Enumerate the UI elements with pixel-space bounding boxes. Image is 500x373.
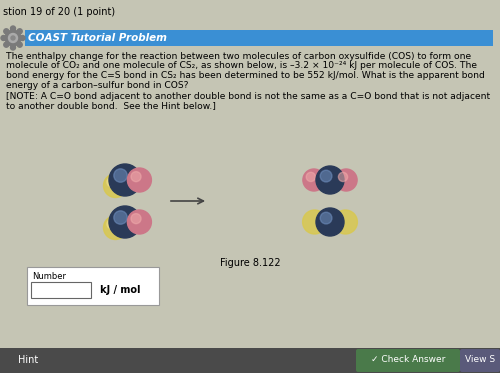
Text: bond energy for the C=S bond in CS₂ has been determined to be 552 kJ/mol. What i: bond energy for the C=S bond in CS₂ has …: [6, 71, 485, 80]
Text: kJ / mol: kJ / mol: [100, 285, 140, 295]
Text: stion 19 of 20 (1 point): stion 19 of 20 (1 point): [3, 7, 115, 17]
Circle shape: [316, 166, 344, 194]
Circle shape: [17, 29, 22, 34]
Circle shape: [320, 212, 332, 224]
Circle shape: [335, 169, 357, 191]
Circle shape: [303, 169, 325, 191]
Circle shape: [104, 216, 128, 239]
Circle shape: [131, 172, 141, 182]
Circle shape: [316, 208, 344, 236]
Circle shape: [8, 34, 18, 43]
Circle shape: [11, 36, 15, 40]
Circle shape: [5, 30, 21, 46]
Circle shape: [104, 174, 128, 197]
Circle shape: [338, 172, 347, 182]
Text: Number: Number: [32, 272, 66, 281]
Circle shape: [20, 35, 25, 41]
Circle shape: [107, 177, 117, 187]
Text: COAST Tutorial Problem: COAST Tutorial Problem: [28, 33, 167, 43]
Circle shape: [1, 35, 6, 41]
Circle shape: [109, 164, 141, 196]
Text: to another double bond.  See the Hint below.]: to another double bond. See the Hint bel…: [6, 101, 216, 110]
Text: Figure 8.122: Figure 8.122: [220, 258, 280, 268]
Circle shape: [114, 169, 127, 182]
FancyBboxPatch shape: [0, 348, 500, 373]
Circle shape: [10, 26, 16, 31]
Circle shape: [10, 45, 16, 50]
Circle shape: [128, 168, 152, 192]
Text: [NOTE: A C=O bond adjacent to another double bond is not the same as a C=O bond : [NOTE: A C=O bond adjacent to another do…: [6, 92, 490, 101]
Text: ✓ Check Answer: ✓ Check Answer: [371, 355, 445, 364]
FancyBboxPatch shape: [25, 30, 493, 46]
Circle shape: [109, 206, 141, 238]
FancyBboxPatch shape: [460, 349, 500, 372]
Circle shape: [334, 210, 357, 234]
FancyBboxPatch shape: [31, 282, 91, 298]
FancyBboxPatch shape: [356, 349, 460, 372]
Circle shape: [306, 172, 316, 182]
Text: The enthalpy change for the reaction between two molecules of carbon oxysulfide : The enthalpy change for the reaction bet…: [6, 52, 471, 61]
Text: molecule of CO₂ and one molecule of CS₂, as shown below, is –3.2 × 10⁻²⁴ kJ per : molecule of CO₂ and one molecule of CS₂,…: [6, 62, 477, 70]
Circle shape: [114, 211, 127, 224]
Circle shape: [320, 170, 332, 182]
Text: Hint: Hint: [18, 355, 38, 365]
Circle shape: [4, 29, 9, 34]
Circle shape: [4, 42, 9, 47]
Circle shape: [128, 210, 152, 234]
Circle shape: [302, 210, 326, 234]
Text: View S: View S: [465, 355, 495, 364]
FancyBboxPatch shape: [27, 267, 159, 305]
Circle shape: [17, 42, 22, 47]
Text: energy of a carbon–sulfur bond in COS?: energy of a carbon–sulfur bond in COS?: [6, 81, 188, 90]
Circle shape: [107, 219, 117, 229]
Circle shape: [131, 214, 141, 224]
